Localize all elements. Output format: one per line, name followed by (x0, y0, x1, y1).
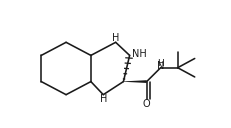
Polygon shape (123, 80, 147, 83)
Text: N: N (157, 61, 164, 71)
Text: H: H (157, 59, 164, 68)
Text: H: H (100, 94, 107, 104)
Text: H: H (112, 33, 119, 43)
Text: O: O (143, 99, 150, 109)
Text: NH: NH (132, 49, 146, 59)
